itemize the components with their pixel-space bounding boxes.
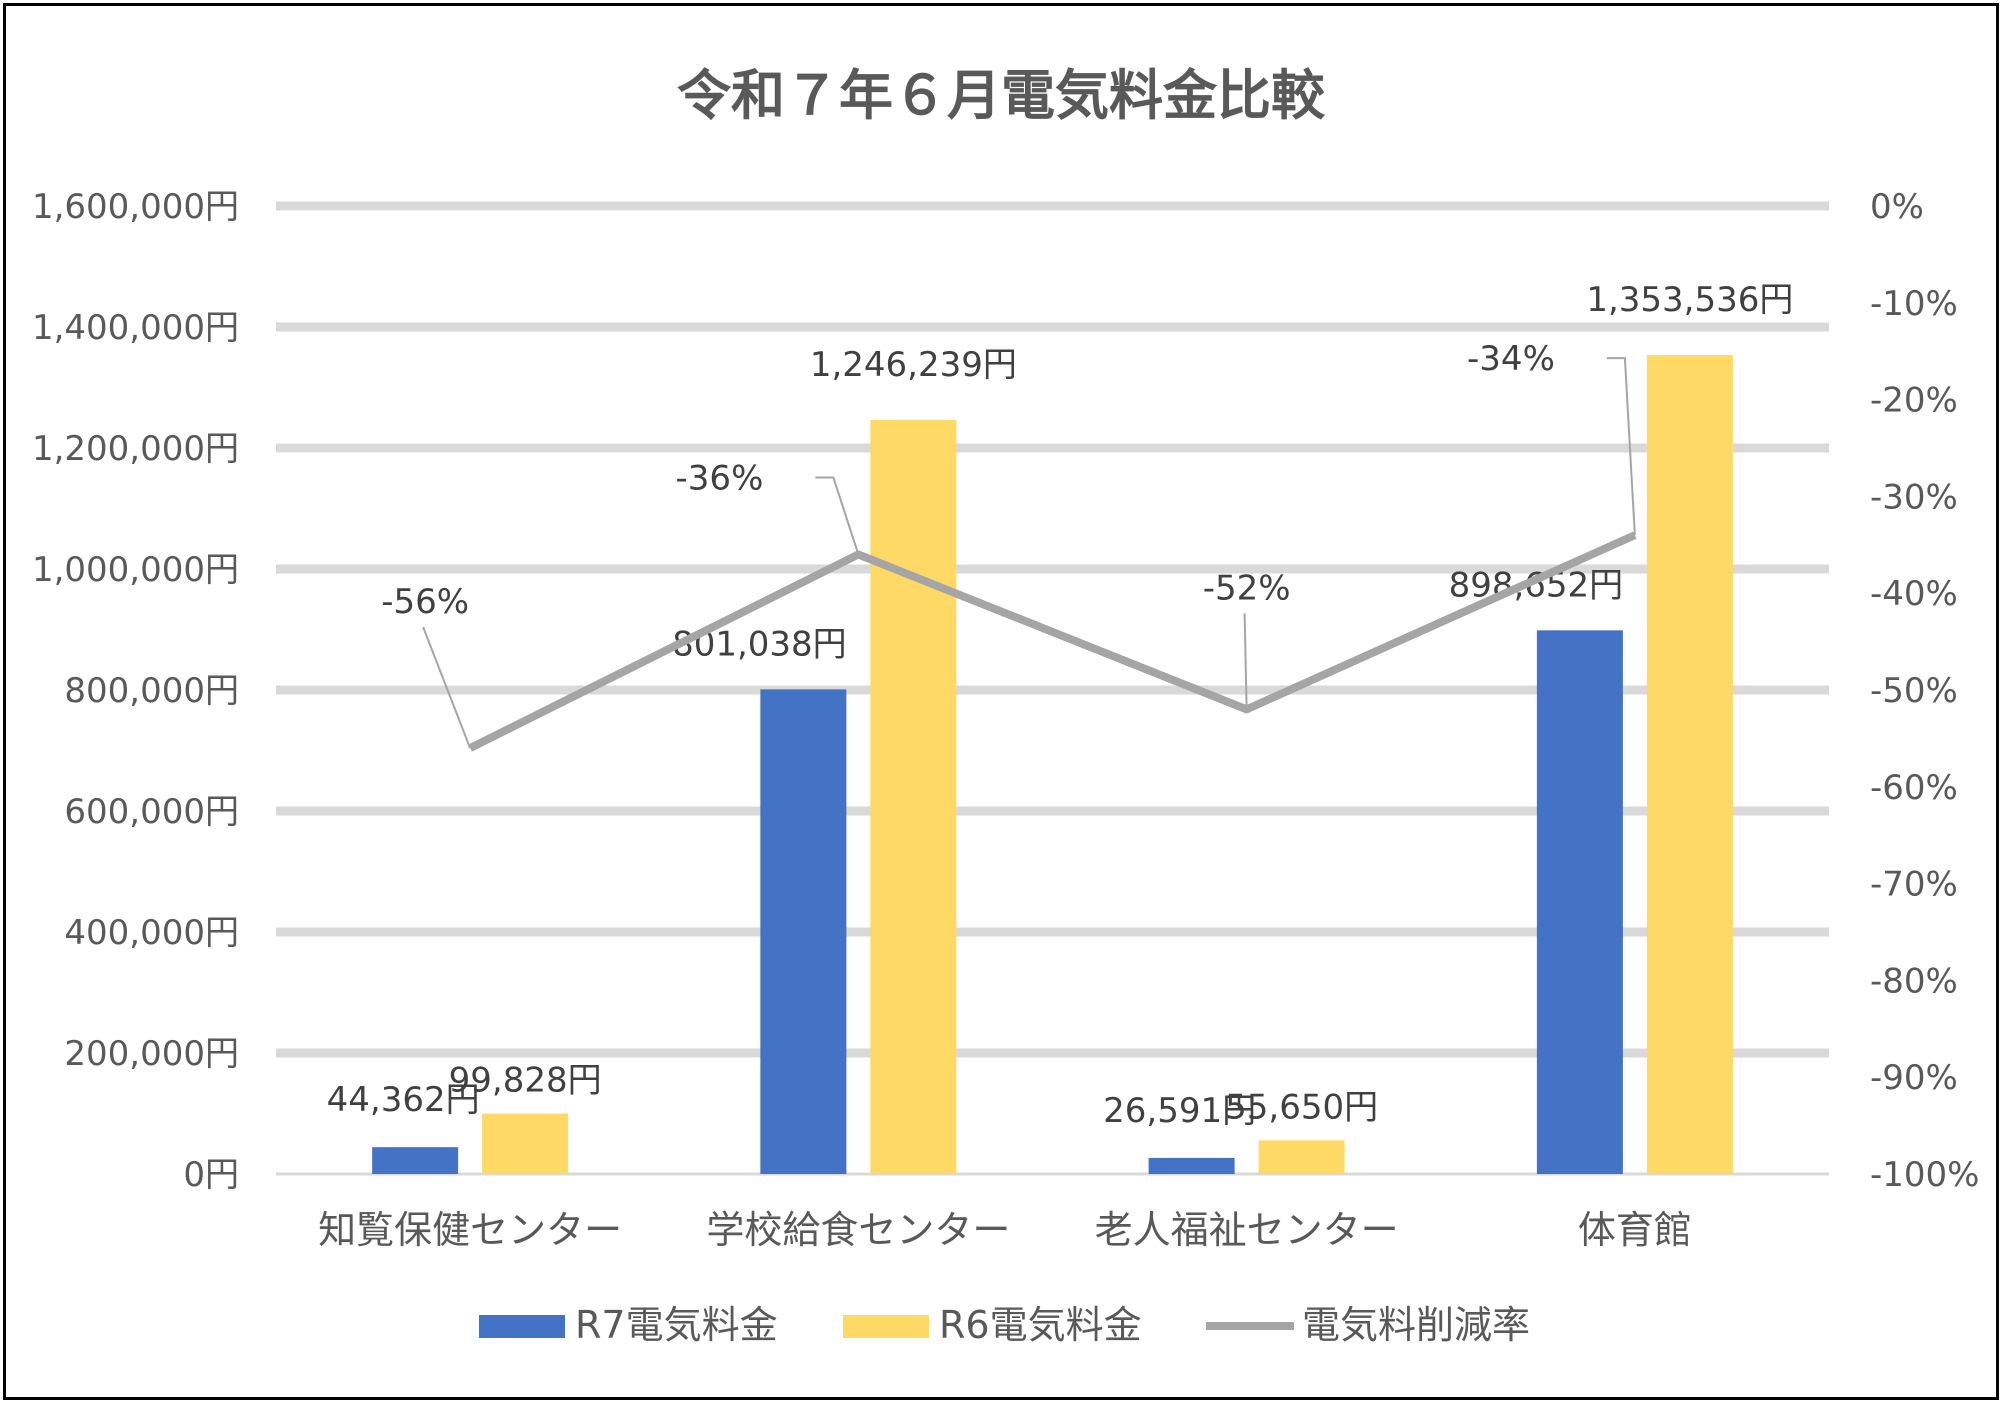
legend-swatch [479,1315,565,1338]
right-axis-tick-label: -70% [1870,865,1958,905]
category-label: 知覧保健センター [318,1208,622,1252]
bar-R7電気料金 [760,689,847,1174]
leader-line [422,626,472,749]
right-axis-tick-label: -30% [1870,477,1958,517]
right-axis-tick-label: -90% [1870,1058,1958,1098]
right-axis-tick-label: -10% [1870,284,1958,324]
left-axis-tick-label: 0円 [183,1155,239,1195]
bar-data-label: 26,591円 [1103,1091,1256,1131]
bar-R6電気料金 [1646,355,1733,1174]
bar-R7電気料金 [1148,1157,1235,1174]
category-label: 老人福祉センター [1095,1208,1399,1252]
bar-R7電気料金 [372,1147,459,1174]
bar-data-label: 1,246,239円 [810,345,1017,385]
bar-data-label: 99,828円 [449,1061,602,1101]
bar-R7電気料金 [1536,630,1623,1174]
bar-data-label: 1,353,536円 [1586,280,1793,320]
left-axis-tick-label: 1,400,000円 [32,308,239,348]
leader-line [1606,357,1636,536]
line-data-label: -56% [381,582,469,622]
left-axis-tick-label: 1,000,000円 [32,550,239,590]
left-axis-tick-label: 400,000円 [64,913,239,953]
leader-line [1243,613,1248,710]
right-axis-tick-label: -50% [1870,671,1958,711]
category-label: 体育館 [1578,1208,1692,1252]
right-axis-tick-label: -100% [1870,1155,1979,1195]
line-data-label: -52% [1203,568,1291,608]
right-axis-tick-label: -40% [1870,574,1958,614]
bar-R6電気料金 [482,1113,569,1174]
bar-R6電気料金 [1258,1140,1345,1174]
bar-R6電気料金 [870,420,957,1174]
left-axis-tick-label: 200,000円 [64,1034,239,1074]
legend-label: R6電気料金 [939,1303,1142,1347]
legend-swatch [843,1315,929,1338]
chart-frame: 令和７年６月電気料金比較 0円 200,000円 400,000円 600,000円 8… [3,3,1999,1400]
bar-data-label: 898,652円 [1449,565,1624,605]
left-axis-tick-label: 1,600,000円 [32,187,239,227]
right-axis-tick-label: -80% [1870,961,1958,1001]
line-data-label: -34% [1467,339,1555,379]
legend-label: 電気料削減率 [1302,1303,1530,1347]
right-axis-tick-label: -20% [1870,381,1958,421]
line-data-label: -36% [676,458,764,498]
category-label: 学校給食センター [706,1208,1010,1252]
bar-data-label: 55,650円 [1225,1087,1378,1127]
left-axis-tick-label: 800,000円 [64,671,239,711]
leader-line [815,476,860,555]
left-axis-tick-label: 600,000円 [64,792,239,832]
left-axis-tick-label: 1,200,000円 [32,429,239,469]
legend-label: R7電気料金 [575,1303,778,1347]
combo-chart: 令和７年６月電気料金比較 0円 200,000円 400,000円 600,000円 8… [32,64,1980,1347]
right-axis-tick-label: -60% [1870,768,1958,808]
bar-data-label: 44,362円 [327,1080,480,1120]
chart-title: 令和７年６月電気料金比較 [677,64,1326,127]
right-axis-tick-label: 0% [1870,187,1924,227]
line-series [468,531,1637,752]
